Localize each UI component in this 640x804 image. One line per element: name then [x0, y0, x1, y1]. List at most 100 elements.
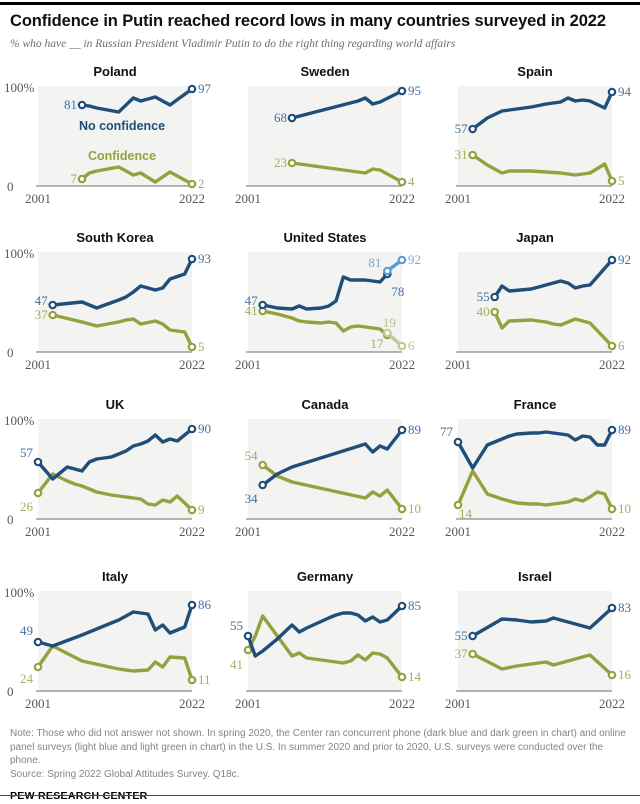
no-confidence-end-marker — [397, 425, 407, 435]
x-axis-left-label: 2001 — [235, 524, 261, 539]
no-confidence-start-marker — [468, 631, 477, 641]
confidence-end-marker — [607, 670, 617, 680]
no-confidence-start-value: 47 — [35, 293, 49, 308]
no-confidence-line — [80, 87, 194, 114]
y-axis-top-label: 100% — [4, 585, 35, 600]
x-axis-left-label: 2001 — [235, 191, 261, 206]
confidence-start-value: 7 — [71, 171, 78, 186]
no-confidence-start-marker — [48, 300, 57, 310]
no-confidence-start-value: 49 — [20, 623, 33, 638]
no-confidence-start-marker — [243, 631, 253, 641]
no-confidence-end-marker — [187, 424, 197, 434]
x-axis-left-label: 2001 — [445, 191, 471, 206]
chart-japan: Japan 2001 2022 40 6 55 92 — [445, 230, 631, 372]
no-confidence-start-marker — [258, 480, 267, 490]
no-confidence-end-marker — [187, 254, 197, 264]
x-axis-right-label: 2022 — [179, 191, 205, 206]
plot-background — [458, 86, 612, 186]
plot-background — [38, 591, 192, 691]
x-axis-right-label: 2022 — [179, 357, 205, 372]
chart-title: Sweden — [300, 64, 349, 79]
chart-title: Japan — [516, 230, 554, 245]
confidence-end-value: 6 — [618, 338, 625, 353]
confidence-line — [51, 313, 194, 349]
y-axis-top-label: 100% — [4, 413, 35, 428]
footer: Note: Those who did not answer not shown… — [10, 727, 634, 802]
x-axis-right-label: 2022 — [389, 357, 415, 372]
y-axis-top-label: 100% — [4, 246, 35, 261]
confidence-line — [261, 309, 390, 337]
confidence-line — [492, 310, 614, 348]
confidence-start-marker — [490, 307, 499, 317]
no-confidence-end-value: 92 — [618, 252, 631, 267]
chart-united-states: United States 2001 2022 41 17 19 6 47 78 81 92 — [235, 230, 421, 372]
confidence-end-value: 11 — [198, 672, 211, 687]
legend-confidence: Confidence — [88, 149, 156, 163]
plot-background — [248, 419, 402, 519]
chart-title: Spain — [517, 64, 552, 79]
chart-title: Canada — [302, 397, 350, 412]
no-confidence-end-marker — [187, 600, 197, 610]
plot-background — [458, 591, 612, 691]
no-confidence-end-value: 97 — [198, 81, 212, 96]
confidence-start-value: 41 — [245, 303, 258, 318]
chart-title: Israel — [518, 569, 552, 584]
x-axis-left-label: 2001 — [25, 524, 51, 539]
confidence-line — [471, 153, 614, 183]
confidence-end-value: 16 — [618, 667, 632, 682]
no-confidence-line — [261, 272, 390, 311]
y-axis-top-label: 100% — [4, 80, 35, 95]
no-confidence-line — [471, 90, 614, 131]
x-axis-right-label: 2022 — [389, 696, 415, 711]
confidence-start-marker — [33, 488, 43, 498]
confidence-line — [246, 614, 404, 679]
confidence-end-marker — [607, 504, 617, 514]
no-confidence-line — [290, 89, 404, 120]
no-confidence-start-marker — [258, 300, 267, 310]
confidence-end-marker — [397, 504, 407, 514]
confidence-end-marker — [607, 176, 617, 186]
no-confidence-line — [471, 606, 614, 638]
chart-title: UK — [106, 397, 125, 412]
confidence-end-value: 4 — [408, 174, 415, 189]
x-axis-right-label: 2022 — [389, 191, 415, 206]
no-confidence-start-value: 55 — [477, 289, 490, 304]
no-confidence-start-value: 77 — [440, 424, 454, 439]
confidence-end-value: 10 — [618, 501, 631, 516]
y-axis-bottom-label: 0 — [7, 512, 14, 527]
no-confidence-end-value: 93 — [198, 251, 211, 266]
confidence-panel-start-marker — [383, 328, 392, 338]
footer-source: Source: Spring 2022 Global Attitudes Sur… — [10, 768, 240, 780]
no-confidence-end-marker — [397, 601, 407, 611]
no-confidence-start-marker — [490, 292, 499, 302]
confidence-start-value: 31 — [455, 147, 468, 162]
confidence-start-marker — [243, 645, 253, 655]
confidence-end-marker — [187, 342, 197, 352]
confidence-start-marker — [468, 150, 477, 160]
no-confidence-start-value: 57 — [20, 445, 34, 460]
no-confidence-panel-start-marker — [383, 266, 392, 276]
no-confidence-end-value: 94 — [618, 84, 632, 99]
no-confidence-line — [261, 428, 404, 487]
no-confidence-start-value: 81 — [64, 97, 77, 112]
no-confidence-end-value: 83 — [618, 600, 631, 615]
no-confidence-line — [492, 258, 614, 299]
x-axis-right-label: 2022 — [179, 524, 205, 539]
confidence-end-marker — [397, 672, 407, 682]
confidence-start-marker — [468, 649, 477, 659]
no-confidence-end-value: 78 — [391, 284, 404, 299]
no-confidence-start-marker — [33, 637, 43, 647]
no-confidence-start-value: 68 — [274, 110, 287, 125]
confidence-line — [471, 652, 614, 677]
x-axis-right-label: 2022 — [179, 696, 205, 711]
legend-no-confidence: No confidence — [79, 119, 165, 133]
confidence-start-value: 24 — [20, 671, 34, 686]
no-confidence-start-value: 55 — [230, 618, 243, 633]
chart-title: Italy — [102, 569, 129, 584]
confidence-start-value: 26 — [20, 499, 34, 514]
no-confidence-end-marker — [607, 425, 617, 435]
no-confidence-start-marker — [468, 124, 477, 134]
no-confidence-line — [51, 257, 194, 310]
chart-israel: Israel 2001 2022 37 16 55 83 — [445, 569, 632, 711]
